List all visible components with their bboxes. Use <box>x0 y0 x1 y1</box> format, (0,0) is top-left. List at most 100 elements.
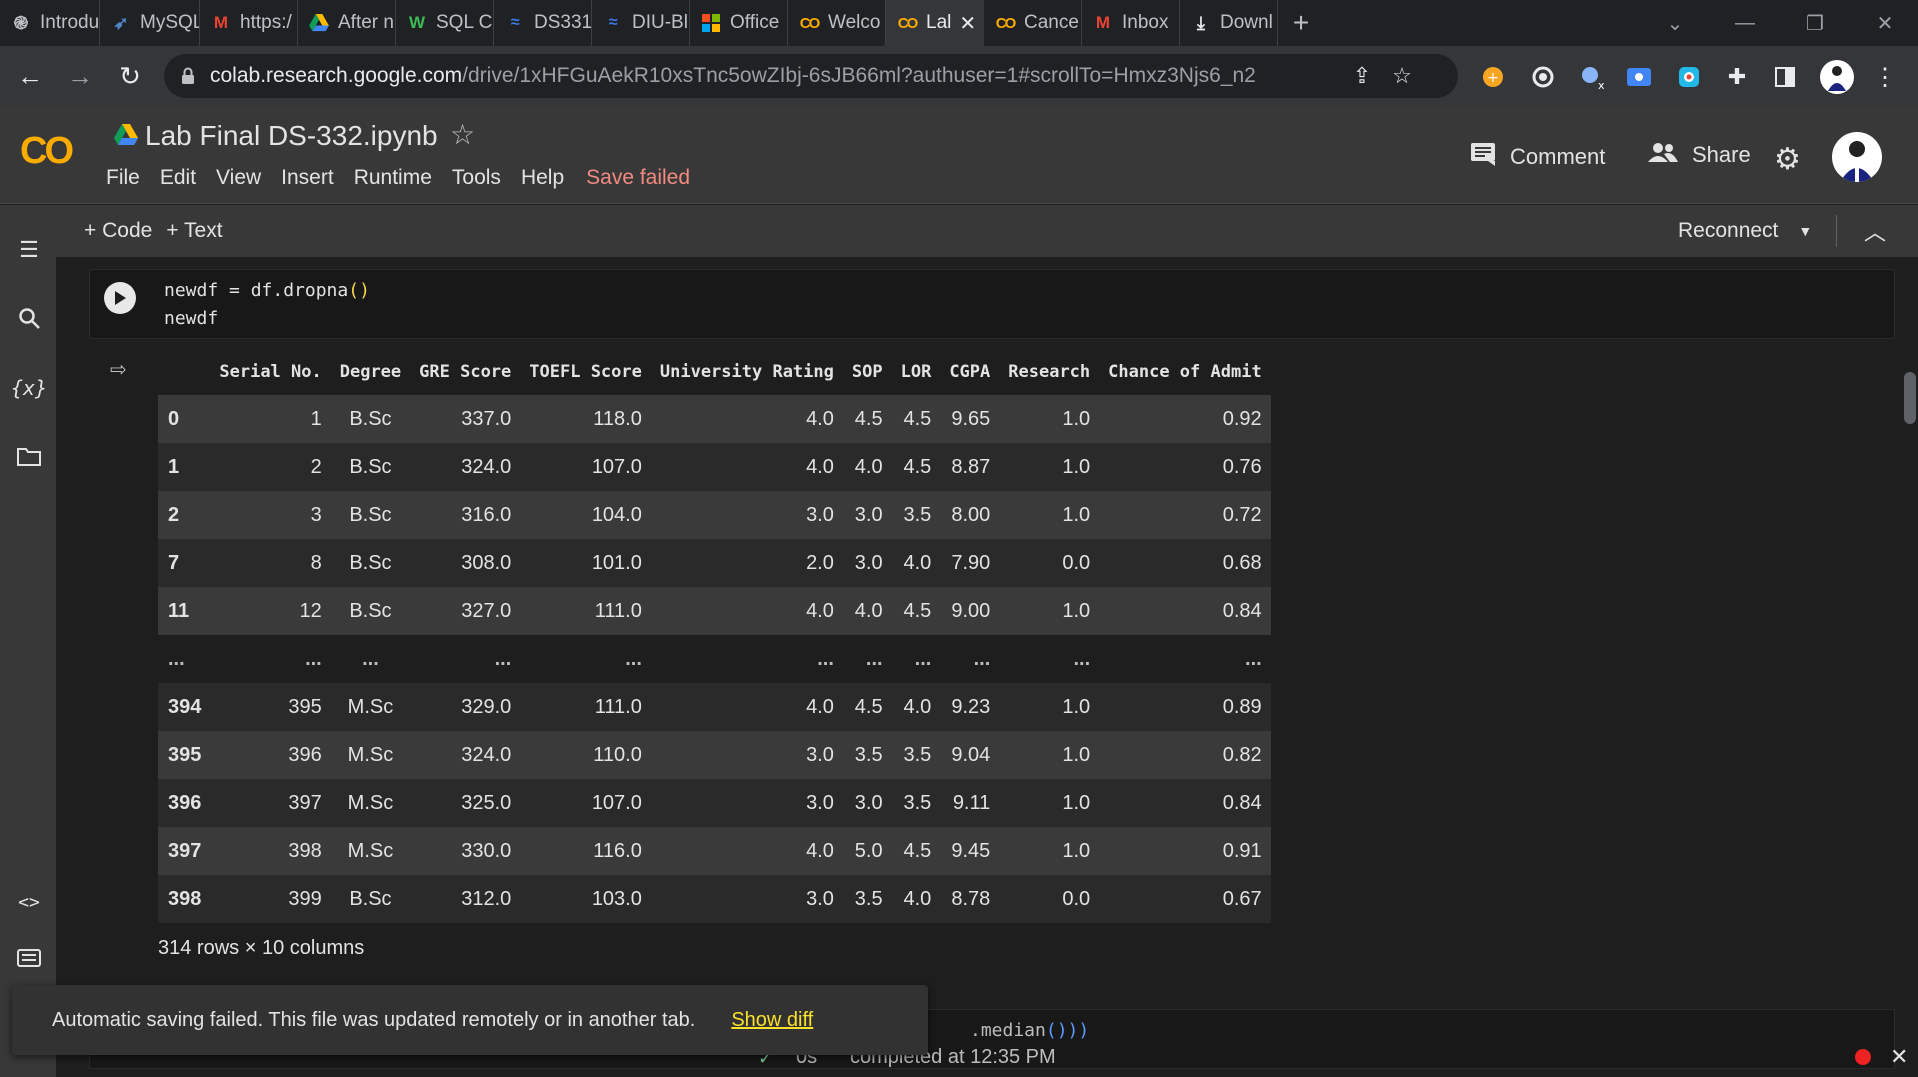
code-cell[interactable]: newdf = df.dropna() newdf <box>89 269 1895 339</box>
close-icon[interactable]: ✕ <box>1890 1044 1909 1069</box>
table-cell: ... <box>410 635 521 683</box>
comment-label: Comment <box>1510 144 1606 169</box>
extension-screen-icon[interactable] <box>1624 62 1654 92</box>
menu-help[interactable]: Help <box>520 166 565 189</box>
search-icon[interactable] <box>14 303 44 333</box>
browser-tab[interactable]: CO Cance <box>984 0 1082 46</box>
menu-insert[interactable]: Insert <box>281 166 334 189</box>
profile-avatar-icon[interactable] <box>1820 60 1854 94</box>
column-header: GRE Score <box>419 362 512 382</box>
browser-menu-icon[interactable]: ⋮ <box>1873 63 1897 91</box>
table-cell: 0.0 <box>999 875 1100 923</box>
browser-tab[interactable]: ≈ DIU-Bl <box>592 0 690 46</box>
column-header: Degree <box>339 362 402 382</box>
browser-tab-label: After n <box>338 12 394 33</box>
table-cell: 3.0 <box>842 491 892 539</box>
side-panel-icon[interactable] <box>1770 62 1800 92</box>
browser-tab[interactable]: ≈ DS331 <box>494 0 592 46</box>
table-cell: 4.5 <box>842 683 892 731</box>
browser-tab-label: Downl <box>1220 12 1273 33</box>
save-status[interactable]: Save failed <box>586 166 691 189</box>
row-index: 2 <box>158 491 211 539</box>
table-cell: 1.0 <box>999 779 1100 827</box>
caret-down-icon[interactable]: ▼ <box>1798 223 1813 239</box>
browser-tab-label: Lal <box>926 12 952 33</box>
minimize-window-icon[interactable]: — <box>1735 11 1755 34</box>
table-cell: 110.0 <box>520 731 651 779</box>
chevron-up-icon[interactable]: ︿ <box>1864 220 1887 245</box>
output-actions-icon[interactable]: ⇨ <box>110 359 127 381</box>
code-snippets-icon[interactable]: <> <box>18 891 40 913</box>
share-label: Share <box>1692 142 1751 167</box>
row-index: 396 <box>158 779 211 827</box>
share-button[interactable]: Share <box>1648 142 1751 168</box>
table-cell: 1.0 <box>999 491 1100 539</box>
table-cell: 116.0 <box>520 827 651 875</box>
table-cell: 3.0 <box>842 779 892 827</box>
column-header: TOEFL Score <box>529 362 642 382</box>
table-cell: 4.5 <box>891 827 941 875</box>
table-row: 7 8 B.Sc 308.0 101.0 2.0 3.0 4.0 7.90 0.0 0.68 <box>158 539 1271 587</box>
drive-icon[interactable] <box>114 124 138 151</box>
menu-view[interactable]: View <box>216 166 262 189</box>
table-cell: B.Sc <box>330 539 411 587</box>
browser-tab[interactable]: M Inbox <box>1082 0 1180 46</box>
bookmark-star-icon[interactable]: ☆ <box>1392 63 1412 88</box>
gear-icon[interactable]: ⚙ <box>1774 143 1801 176</box>
table-of-contents-icon[interactable]: ☰ <box>19 237 39 262</box>
table-cell: ... <box>330 635 411 683</box>
table-header-row: Serial No. Degree GRE Score TOEFL Score Univ… <box>158 349 1271 395</box>
browser-toolbar: ← → ↻ colab.research.google.com/drive/1x… <box>0 46 1918 106</box>
browser-tab[interactable]: CO Lal ✕ <box>886 0 984 46</box>
browser-tab[interactable]: ⤓ Downl <box>1180 0 1278 46</box>
notebook-title[interactable]: Lab Final DS-332.ipynb <box>145 120 438 151</box>
run-cell-button[interactable] <box>104 282 136 314</box>
close-tab-icon[interactable]: ✕ <box>959 12 977 35</box>
star-icon[interactable]: ☆ <box>450 119 476 150</box>
table-cell: 3.5 <box>842 731 892 779</box>
reconnect-button[interactable]: Reconnect ▼ <box>1678 205 1812 257</box>
menu-runtime[interactable]: Runtime <box>353 166 432 189</box>
extension-record-icon[interactable] <box>1528 62 1558 92</box>
extensions-puzzle-icon[interactable]: ✚ <box>1727 64 1747 89</box>
variables-icon[interactable]: {x} <box>10 376 48 400</box>
column-header: SOP <box>851 362 883 382</box>
table-cell: 9.11 <box>940 779 1000 827</box>
browser-tab[interactable]: After n <box>298 0 396 46</box>
share-page-icon[interactable]: ⇪ <box>1352 63 1372 88</box>
new-tab-button[interactable]: + <box>1292 7 1310 38</box>
browser-tab[interactable]: W SQL Cl <box>396 0 494 46</box>
tab-search-icon[interactable]: ⌄ <box>1666 12 1684 35</box>
browser-tab[interactable]: ֎ Introdu <box>0 0 100 46</box>
code-line-1: newdf = df.dropna() <box>164 280 370 301</box>
extension-cyan-icon[interactable] <box>1674 62 1704 92</box>
address-bar[interactable]: colab.research.google.com/drive/1xHFGuAe… <box>164 54 1458 98</box>
table-cell: 0.84 <box>1099 779 1271 827</box>
menu-tools[interactable]: Tools <box>451 166 501 189</box>
reload-icon[interactable]: ↻ <box>119 60 141 91</box>
avatar[interactable] <box>1832 132 1882 182</box>
forward-icon[interactable]: → <box>67 60 93 91</box>
extension-puzzle-badge-icon[interactable]: x <box>1576 62 1606 92</box>
browser-tab[interactable]: CO Welco <box>788 0 886 46</box>
scrollbar-thumb[interactable] <box>1904 372 1916 424</box>
table-cell: ... <box>999 635 1100 683</box>
close-window-icon[interactable]: ✕ <box>1876 12 1894 35</box>
restore-window-icon[interactable]: ❐ <box>1806 12 1824 35</box>
comment-button[interactable]: Comment <box>1470 142 1605 172</box>
show-diff-link[interactable]: Show diff <box>731 1008 814 1031</box>
add-text-button[interactable]: + Text <box>166 219 223 242</box>
command-palette-icon[interactable] <box>14 943 44 973</box>
back-icon[interactable]: ← <box>17 60 43 91</box>
table-cell: 4.0 <box>891 539 941 587</box>
table-cell: M.Sc <box>330 779 411 827</box>
menu-file[interactable]: File <box>106 166 140 189</box>
colab-logo[interactable]: CO <box>20 130 74 172</box>
menu-edit[interactable]: Edit <box>159 166 197 189</box>
add-code-button[interactable]: + Code <box>84 219 153 242</box>
browser-tab[interactable]: Office <box>690 0 788 46</box>
folder-icon[interactable] <box>14 441 44 471</box>
browser-tab[interactable]: ➶ MySQL <box>100 0 200 46</box>
extension-orange-icon[interactable]: + <box>1478 62 1508 92</box>
